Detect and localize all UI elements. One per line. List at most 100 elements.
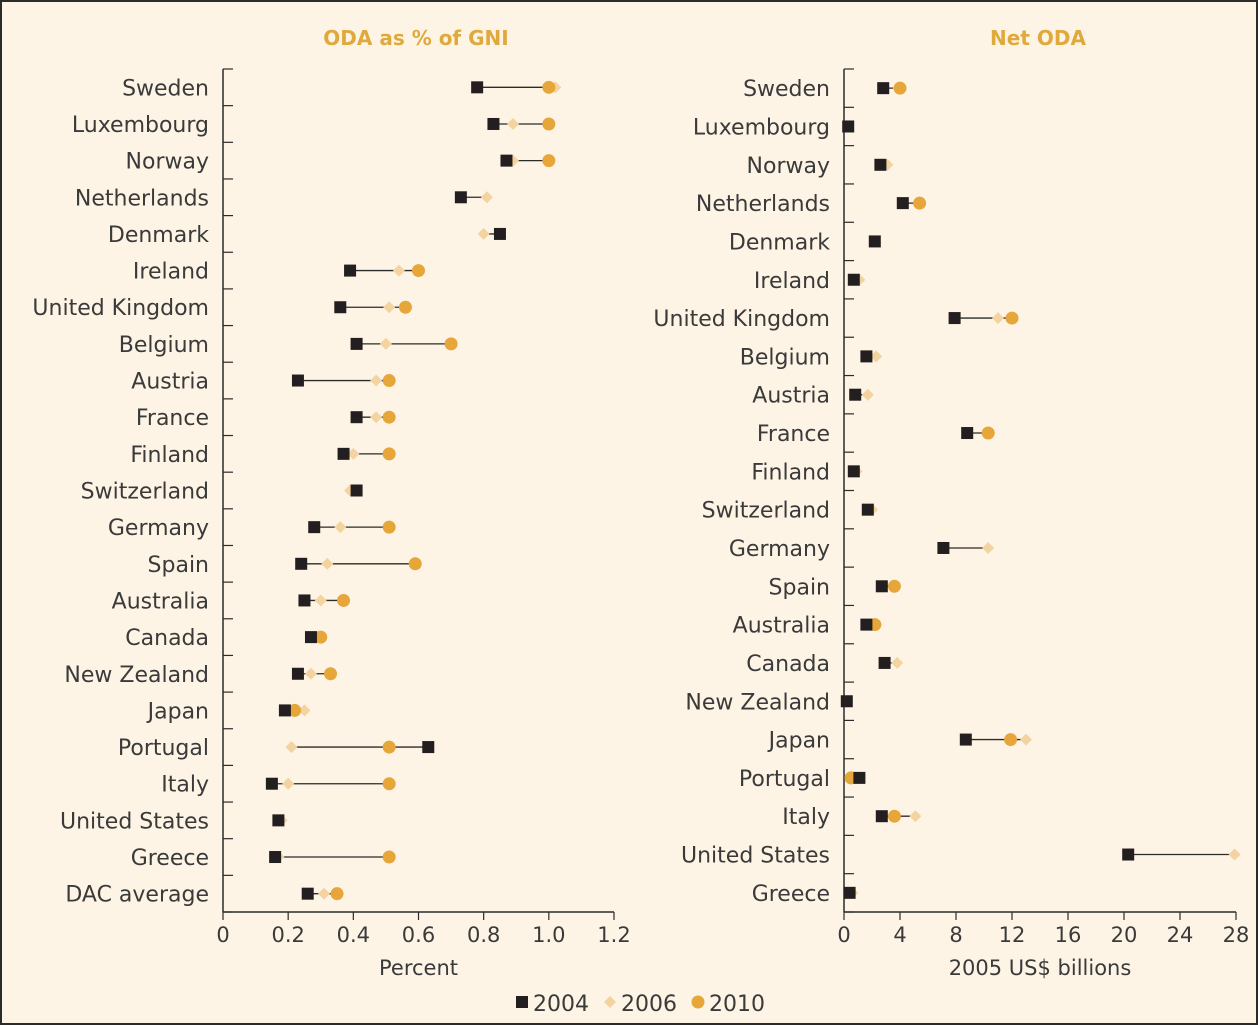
gni-label-denmark: Denmark (108, 223, 209, 248)
gni-point-2006-france (370, 411, 383, 424)
oda-gni-panel: ODA as % of GNI 0 0.2 0.4 0.6 0.8 1.0 1.2 Percen… (32, 26, 630, 980)
netoda-point-2004-denmark (868, 235, 881, 248)
gni-point-2010-canada (314, 630, 328, 644)
gni-point-2010-luxembourg (542, 117, 556, 131)
netoda-point-2004-japan (959, 733, 972, 746)
netoda-label-denmark: Denmark (729, 230, 830, 255)
netoda-x-tick-label: 24 (1167, 923, 1194, 947)
netoda-point-2004-netherlands (896, 197, 909, 210)
netoda-point-2004-luxembourg (842, 120, 855, 133)
gni-point-2010-japan (288, 703, 302, 717)
gni-title: ODA as % of GNI (323, 26, 508, 50)
netoda-label-greece: Greece (752, 882, 830, 907)
gni-point-2010-france (382, 410, 396, 424)
gni-point-2004-italy (265, 777, 278, 790)
netoda-point-2006-canada (891, 656, 904, 669)
gni-label-australia: Australia (112, 589, 209, 614)
net-oda-panel: Net ODA 0 4 8 12 16 20 24 28 2005 US$ billions Swe… (653, 26, 1249, 980)
gni-point-2004-switzerland (350, 484, 363, 497)
gni-label-norway: Norway (126, 150, 209, 175)
netoda-point-2010-netherlands (913, 196, 927, 210)
gni-label-belgium: Belgium (119, 333, 209, 358)
gni-point-2006-finland (347, 447, 360, 460)
netoda-point-2006-germany (982, 541, 995, 554)
netoda-label-belgium: Belgium (740, 345, 830, 370)
netoda-label-united-states: United States (681, 844, 830, 869)
netoda-point-2006-italy (909, 810, 922, 823)
gni-label-new-zealand: New Zealand (64, 663, 209, 688)
netoda-label-united-kingdom: United Kingdom (653, 307, 830, 332)
netoda-point-2010-sweden (893, 81, 907, 95)
gni-label-switzerland: Switzerland (81, 480, 209, 505)
gni-point-2004-new-zealand (291, 667, 304, 680)
gni-point-2004-netherlands (454, 191, 467, 204)
gni-x-tick-label: 0.2 (271, 923, 304, 947)
gni-point-2004-dac-average (301, 887, 314, 900)
gni-point-2006-japan (298, 704, 311, 717)
gni-point-2006-denmark (477, 227, 490, 240)
netoda-point-2006-japan (1020, 733, 1032, 746)
gni-point-2010-new-zealand (324, 667, 338, 681)
gni-label-united-kingdom: United Kingdom (32, 296, 209, 321)
netoda-label-spain: Spain (769, 575, 830, 600)
netoda-label-luxembourg: Luxembourg (693, 115, 830, 140)
legend-label-2010: 2010 (709, 992, 765, 1017)
netoda-label-austria: Austria (752, 384, 830, 409)
gni-point-2004-denmark (493, 227, 506, 240)
gni-point-2010-portugal (382, 740, 396, 754)
netoda-point-2010-france (981, 426, 995, 440)
netoda-point-2004-italy (875, 810, 888, 823)
gni-point-2006-austria (370, 374, 383, 387)
netoda-title: Net ODA (990, 26, 1086, 50)
gni-point-2010-belgium (444, 337, 458, 351)
gni-x-tick-label: 1.0 (532, 923, 565, 947)
gni-point-2004-austria (291, 374, 304, 387)
gni-label-greece: Greece (131, 846, 209, 871)
netoda-x-tick-label: 8 (949, 923, 962, 947)
netoda-label-netherlands: Netherlands (696, 192, 830, 217)
gni-point-2006-australia (314, 594, 327, 607)
gni-point-2004-france (350, 411, 363, 424)
legend-label-2006: 2006 (621, 992, 677, 1017)
gni-label-luxembourg: Luxembourg (72, 113, 209, 138)
netoda-label-canada: Canada (746, 652, 830, 677)
gni-x-tick-label: 0 (216, 923, 229, 947)
netoda-label-portugal: Portugal (739, 767, 830, 792)
gni-point-2004-australia (298, 594, 311, 607)
gni-point-2006-spain (321, 557, 334, 570)
netoda-point-2004-austria (849, 388, 862, 401)
netoda-point-2006-united-kingdom (992, 312, 1004, 325)
gni-label-japan: Japan (146, 699, 209, 724)
netoda-point-2010-united-kingdom (1005, 311, 1019, 325)
netoda-label-ireland: Ireland (754, 269, 830, 294)
gni-label-spain: Spain (148, 553, 209, 578)
legend-marker-2010 (691, 995, 705, 1009)
netoda-point-2004-united-states (1122, 848, 1135, 861)
netoda-label-finland: Finland (751, 460, 830, 485)
gni-label-united-states: United States (60, 809, 209, 834)
gni-label-sweden: Sweden (122, 76, 209, 101)
gni-point-2006-belgium (379, 337, 392, 350)
netoda-point-2004-sweden (877, 82, 890, 95)
netoda-x-axis-label: 2005 US$ billions (949, 956, 1132, 980)
netoda-point-2004-belgium (860, 350, 873, 363)
netoda-point-2004-new-zealand (840, 695, 853, 708)
gni-label-germany: Germany (108, 516, 209, 541)
gni-point-2006-germany (334, 521, 347, 534)
netoda-label-france: France (757, 422, 830, 447)
netoda-point-2004-spain (875, 580, 888, 593)
netoda-label-new-zealand: New Zealand (685, 690, 830, 715)
gni-point-2004-germany (308, 521, 321, 534)
netoda-point-2004-canada (878, 656, 891, 669)
netoda-point-2004-ireland (847, 273, 860, 286)
gni-x-axis-label: Percent (379, 956, 458, 980)
gni-point-2004-spain (295, 557, 308, 570)
gni-point-2006-united-kingdom (383, 301, 396, 314)
netoda-label-germany: Germany (729, 537, 830, 562)
netoda-label-japan: Japan (767, 729, 830, 754)
gni-point-2010-ireland (412, 264, 425, 278)
gni-point-2010-norway (542, 154, 556, 168)
gni-point-2004-canada (304, 631, 317, 644)
netoda-point-2004-finland (847, 465, 860, 478)
